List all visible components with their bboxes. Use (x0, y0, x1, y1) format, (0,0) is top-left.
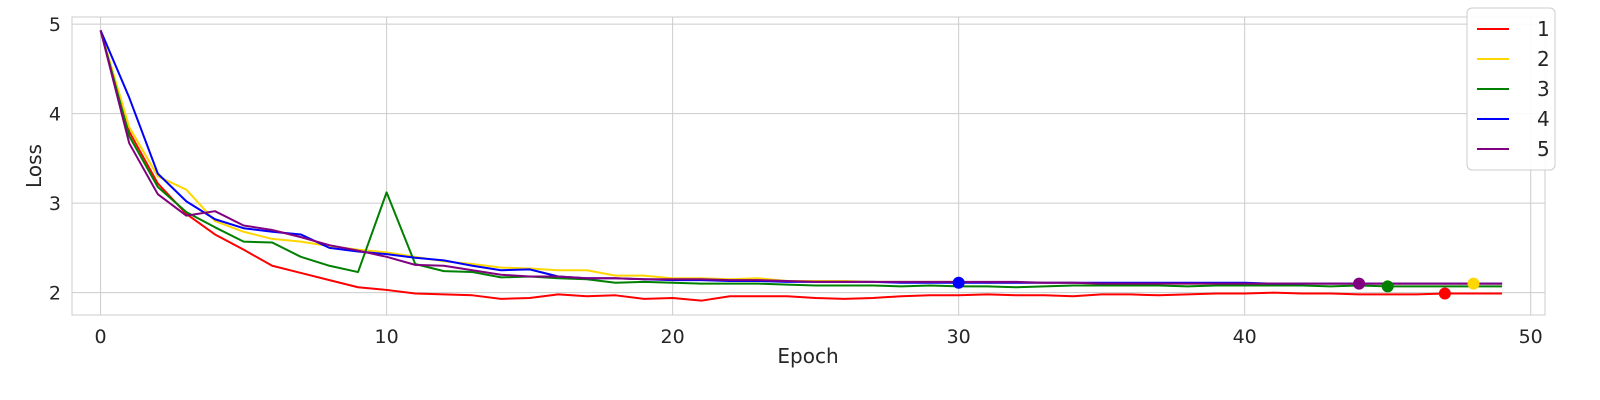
series-line-1 (99, 30, 1503, 302)
x-tick-label-0: 0 (95, 326, 107, 348)
y-tick-label-3: 3 (49, 193, 61, 215)
x-tick-label-10: 10 (375, 326, 399, 348)
x-axis-label: Epoch (777, 344, 838, 368)
series-line-5 (99, 30, 1503, 285)
series-line-3 (99, 30, 1503, 289)
x-tick-label-20: 20 (661, 326, 685, 348)
y-tick-label-2: 2 (49, 283, 61, 305)
y-tick-label-5: 5 (49, 14, 61, 36)
y-axis-label: Loss (22, 144, 46, 188)
x-tick-labels: 0 10 20 30 40 50 (95, 326, 1543, 348)
legend-label-1: 1 (1537, 17, 1550, 41)
best-marker-series-5 (1353, 277, 1366, 290)
x-tick-label-30: 30 (947, 326, 971, 348)
x-tick-label-50: 50 (1519, 326, 1543, 348)
best-marker-series-3 (1381, 280, 1394, 293)
legend-label-5: 5 (1537, 137, 1550, 161)
best-markers (952, 276, 1480, 300)
best-marker-series-2 (1467, 277, 1480, 290)
best-marker-series-4 (952, 276, 965, 289)
y-tick-labels: 2 3 4 5 (49, 14, 61, 304)
series-layer (99, 30, 1503, 302)
best-marker-series-1 (1438, 287, 1451, 300)
legend: 1 2 3 4 5 (1466, 7, 1556, 171)
legend-label-2: 2 (1537, 47, 1550, 71)
y-tick-label-4: 4 (49, 104, 61, 126)
plot-background (72, 17, 1545, 315)
legend-label-4: 4 (1537, 107, 1550, 131)
x-tick-label-40: 40 (1233, 326, 1257, 348)
legend-label-3: 3 (1537, 77, 1550, 101)
legend-box (1466, 7, 1556, 171)
